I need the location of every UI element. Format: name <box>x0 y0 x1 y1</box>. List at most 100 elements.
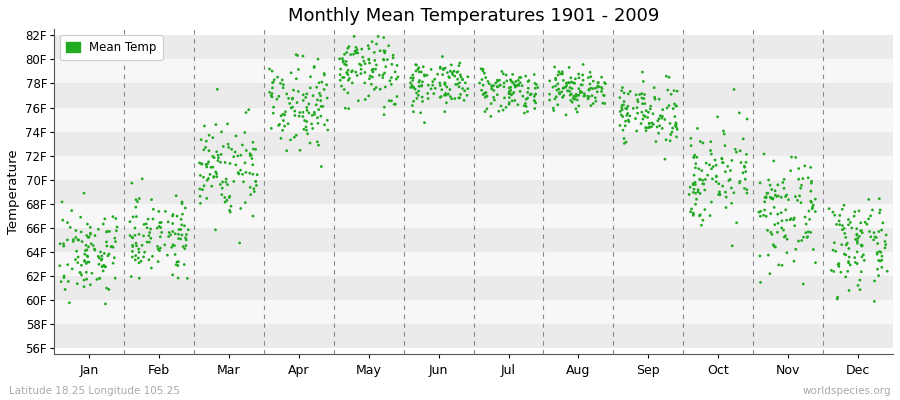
Point <box>588 94 602 101</box>
Point <box>61 278 76 285</box>
Point <box>575 72 590 78</box>
Point <box>146 206 160 212</box>
Point <box>780 236 795 242</box>
Point <box>132 195 147 202</box>
Point <box>320 95 335 101</box>
Point <box>779 250 794 256</box>
Point <box>655 125 670 132</box>
Point <box>55 199 69 205</box>
Point <box>91 226 105 232</box>
Point <box>60 237 75 243</box>
Point <box>288 112 302 119</box>
Point <box>265 90 279 97</box>
Point <box>98 301 112 307</box>
Point <box>854 228 868 234</box>
Point <box>305 125 320 132</box>
Point <box>476 66 491 72</box>
Point <box>87 247 102 253</box>
Point <box>358 96 373 103</box>
Point <box>684 206 698 212</box>
Point <box>424 66 438 73</box>
Point <box>792 193 806 199</box>
Point <box>641 114 655 121</box>
Point <box>210 170 224 177</box>
Point <box>362 76 376 82</box>
Point <box>436 53 450 60</box>
Point <box>630 96 644 103</box>
Point <box>450 69 464 76</box>
Point <box>389 76 403 82</box>
Point <box>74 214 88 220</box>
Point <box>283 100 297 107</box>
Point <box>873 258 887 264</box>
Point <box>300 127 314 134</box>
Point <box>450 76 464 82</box>
Point <box>365 74 380 80</box>
Point <box>71 237 86 243</box>
Point <box>491 92 505 98</box>
Point <box>586 100 600 107</box>
Point <box>243 152 257 159</box>
Point <box>478 90 492 96</box>
Point <box>736 170 751 176</box>
Point <box>669 120 683 126</box>
Point <box>317 72 331 78</box>
Point <box>296 92 310 98</box>
Point <box>57 274 71 281</box>
Point <box>291 88 305 95</box>
Point <box>850 238 865 244</box>
Point <box>406 72 420 78</box>
Point <box>90 276 104 282</box>
Point <box>68 227 83 234</box>
Point <box>630 110 644 116</box>
Point <box>406 77 420 84</box>
Point <box>446 70 460 76</box>
Point <box>301 131 315 137</box>
Point <box>174 226 188 233</box>
Point <box>771 262 786 268</box>
Point <box>152 247 166 254</box>
Point <box>770 211 785 217</box>
Point <box>108 238 122 245</box>
Point <box>696 217 710 224</box>
Point <box>310 120 325 126</box>
Point <box>58 286 72 293</box>
Point <box>844 225 859 231</box>
Point <box>865 207 879 213</box>
Point <box>128 225 142 231</box>
Point <box>62 300 77 306</box>
Point <box>616 90 631 96</box>
Point <box>195 186 210 193</box>
Point <box>339 49 354 56</box>
Point <box>716 183 730 189</box>
Point <box>302 110 316 116</box>
Point <box>164 232 178 238</box>
Point <box>867 230 881 236</box>
Point <box>199 162 213 168</box>
Point <box>700 172 715 178</box>
Point <box>166 242 180 248</box>
Point <box>504 78 518 84</box>
Point <box>214 192 229 198</box>
Point <box>634 109 649 116</box>
Point <box>712 180 726 187</box>
Point <box>387 101 401 108</box>
Point <box>832 218 846 224</box>
Point <box>763 229 778 236</box>
Point <box>68 234 83 241</box>
Point <box>851 208 866 214</box>
Point <box>658 156 672 162</box>
Point <box>300 107 314 114</box>
Point <box>493 82 508 88</box>
Point <box>375 72 390 78</box>
Point <box>590 84 605 90</box>
Point <box>878 238 892 245</box>
Point <box>166 213 180 219</box>
Point <box>873 207 887 213</box>
Point <box>555 94 570 100</box>
Point <box>808 196 823 202</box>
Point <box>193 160 207 166</box>
Point <box>781 196 796 203</box>
Point <box>528 91 543 98</box>
Point <box>635 116 650 122</box>
